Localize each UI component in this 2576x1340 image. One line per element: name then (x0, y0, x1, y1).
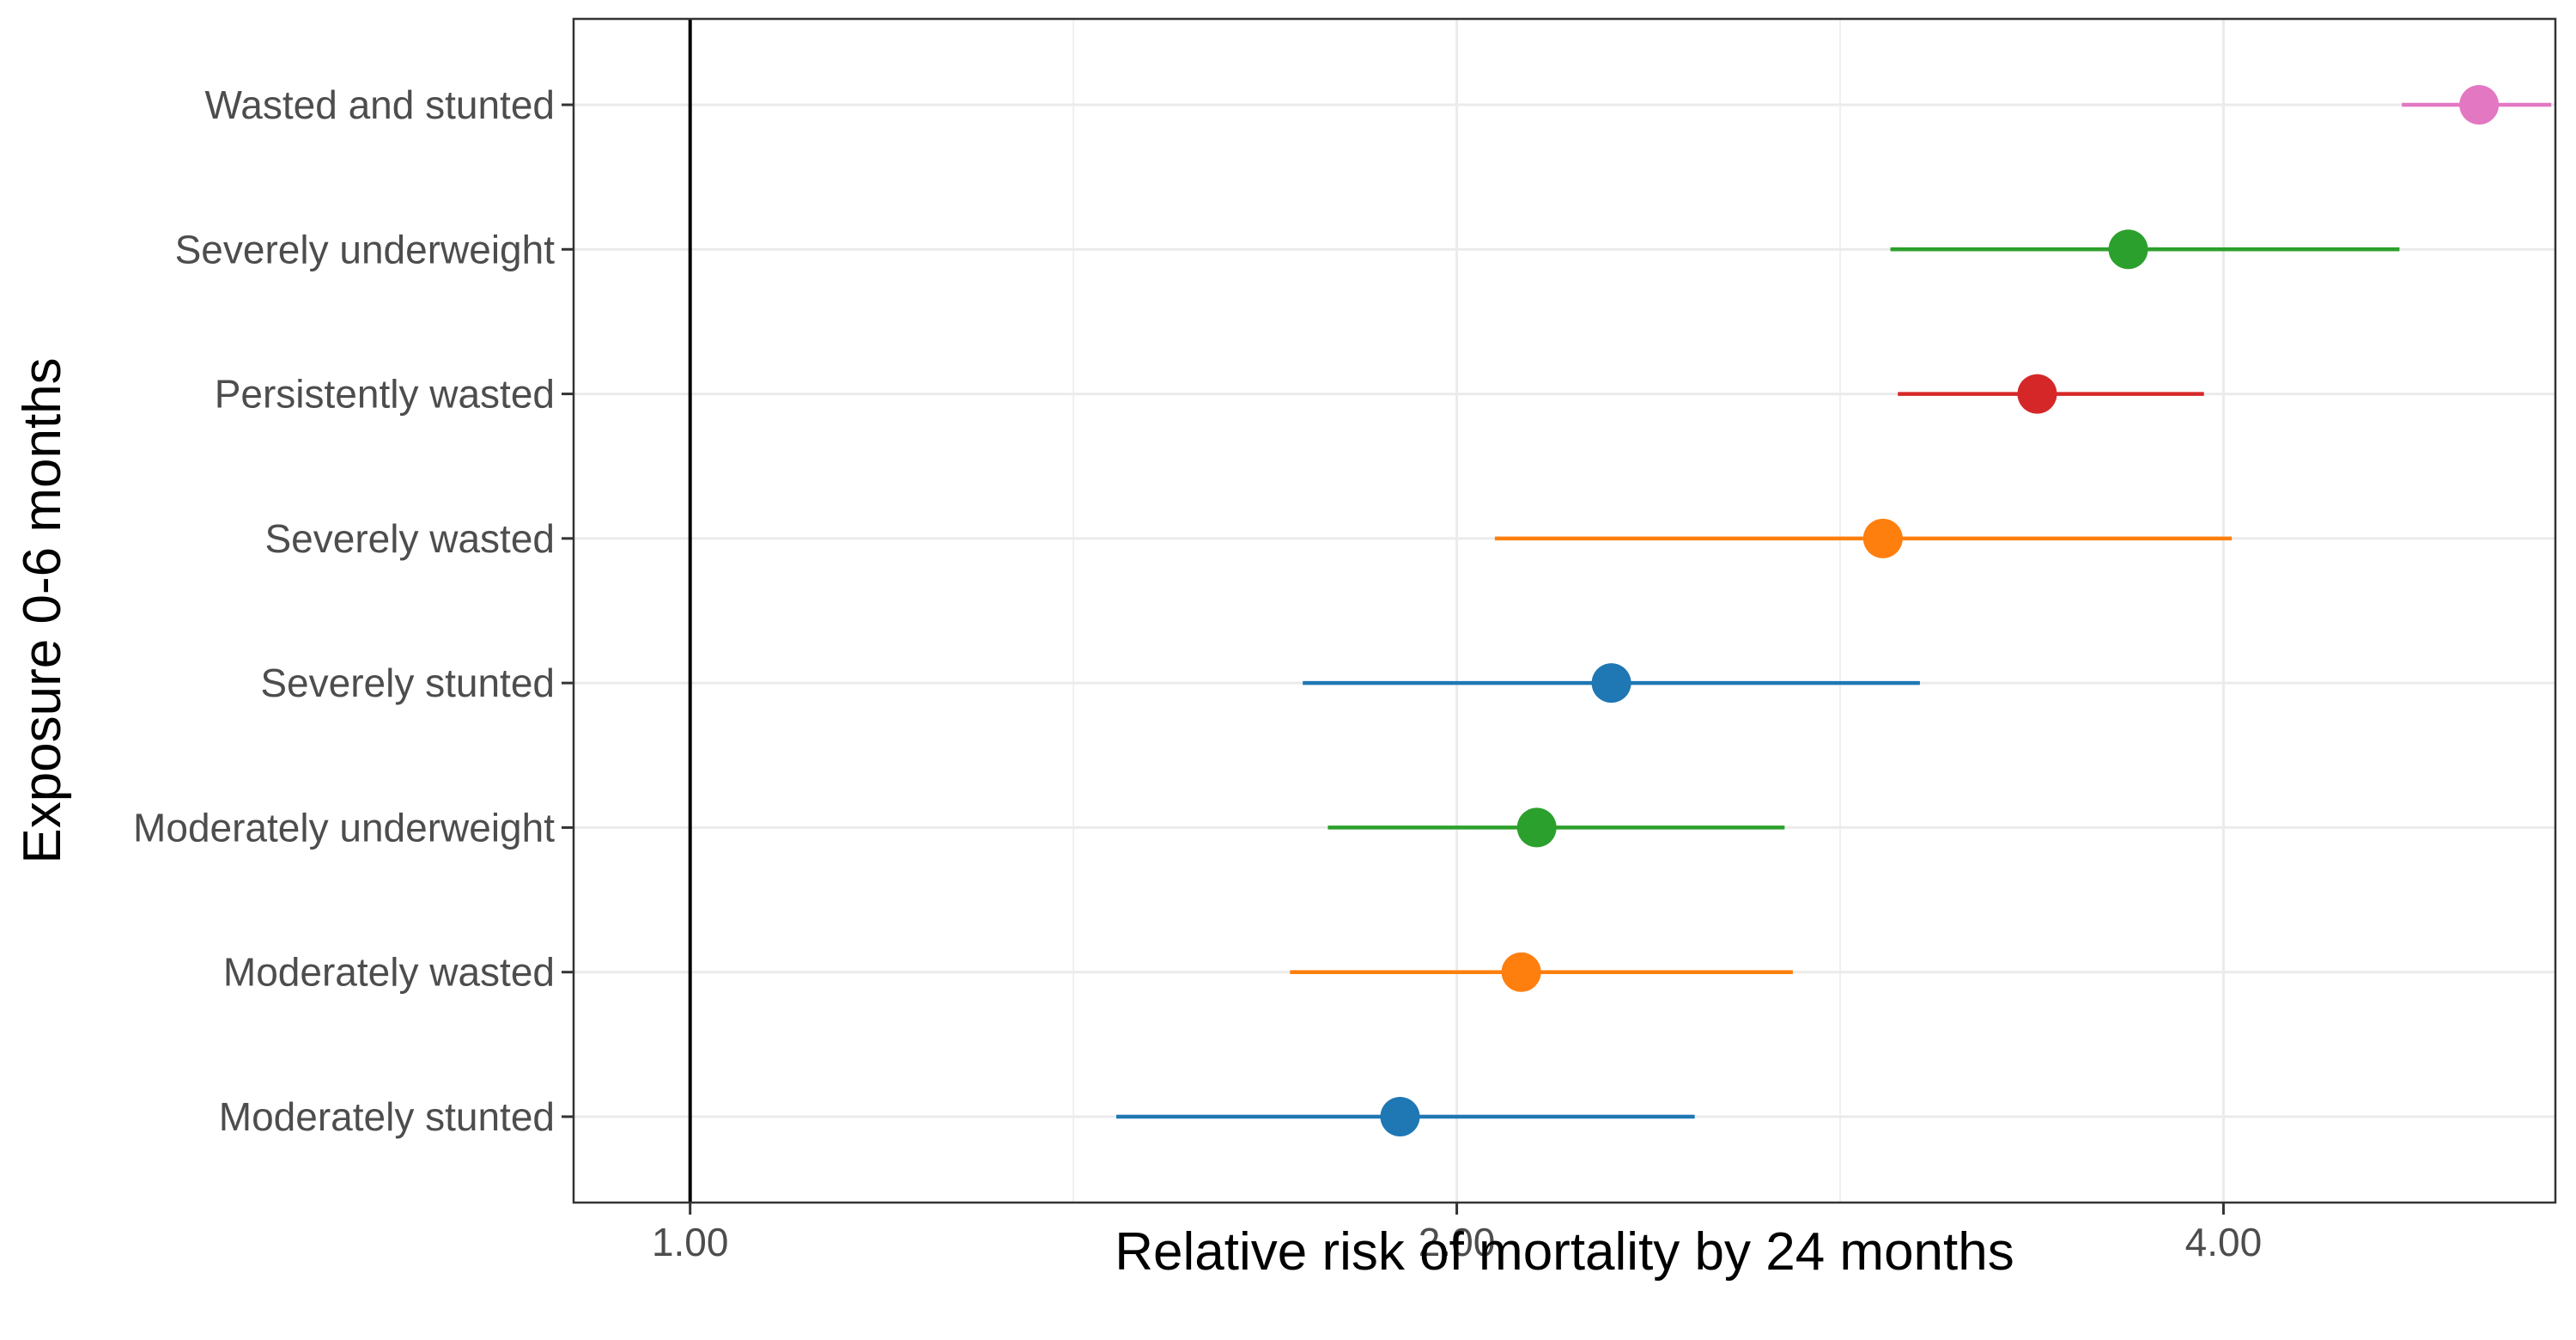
point-estimate (1862, 518, 1903, 558)
x-axis-title: Relative risk of mortality by 24 months (1115, 1222, 2014, 1282)
point-estimate (1516, 807, 1557, 848)
y-tick-label: Moderately wasted (223, 950, 555, 995)
y-tick-label: Moderately underweight (133, 805, 555, 850)
data-marks (1115, 85, 2552, 1136)
point-estimate (1591, 663, 1631, 704)
y-axis: Moderately stunted Moderately wasted Moder… (133, 82, 574, 1139)
y-tick-label: Persistently wasted (215, 372, 555, 417)
point-estimate (2459, 85, 2500, 125)
y-tick-label: Moderately stunted (219, 1094, 555, 1139)
y-tick-label: Wasted and stunted (205, 82, 555, 127)
y-tick-label: Severely underweight (175, 227, 556, 271)
x-axis: 1.00 2.00 4.00 (652, 1203, 2262, 1264)
point-estimate (1380, 1097, 1420, 1136)
x-tick-label: 1.00 (652, 1220, 729, 1264)
x-tick-label: 2.00 (1419, 1220, 1496, 1264)
panel-border (572, 17, 2557, 1204)
y-tick-label: Severely wasted (265, 516, 556, 561)
point-estimate (2108, 229, 2148, 270)
y-axis-title: Exposure 0-6 months (13, 357, 72, 863)
x-tick-label: 4.00 (2185, 1220, 2263, 1264)
point-estimate (1501, 952, 1541, 992)
y-tick-label: Severely stunted (260, 661, 555, 705)
point-estimate (2017, 374, 2057, 414)
